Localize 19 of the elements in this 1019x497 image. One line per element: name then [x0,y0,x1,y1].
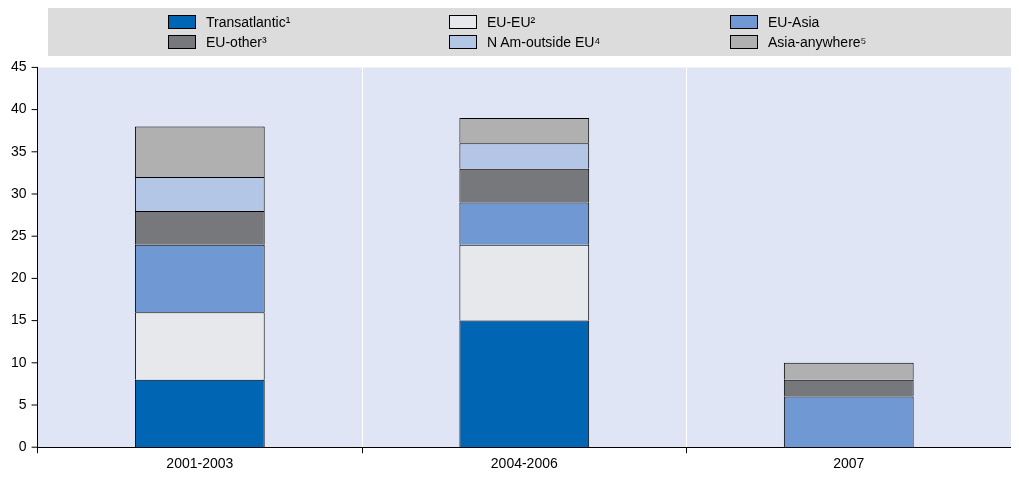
x-tick-label: 2001-2003 [166,455,234,472]
y-tick-label: 45 [10,58,27,75]
x-tick-label: 2004-2006 [490,455,558,472]
legend-label: N Am-outside EU⁴ [487,34,601,50]
y-tick-label: 0 [18,438,27,455]
x-tick-label: 2007 [833,455,865,472]
y-tick-label: 15 [10,311,27,328]
y-tick-label: 20 [10,269,27,286]
y-tick-label: 25 [10,227,27,244]
y-tick-label: 10 [10,353,27,370]
y-tick-label: 5 [18,395,27,412]
y-tick-label: 40 [10,100,27,117]
legend-label: Transatlantic¹ [206,14,291,30]
legend-label: EU-Asia [768,14,820,30]
y-tick-label: 35 [10,142,27,159]
text: EU-EU² [487,14,536,30]
y-tick-label: 30 [10,184,27,201]
legend-label: Asia-anywhere⁵ [768,34,867,50]
legend-label: EU-other³ [206,34,267,50]
